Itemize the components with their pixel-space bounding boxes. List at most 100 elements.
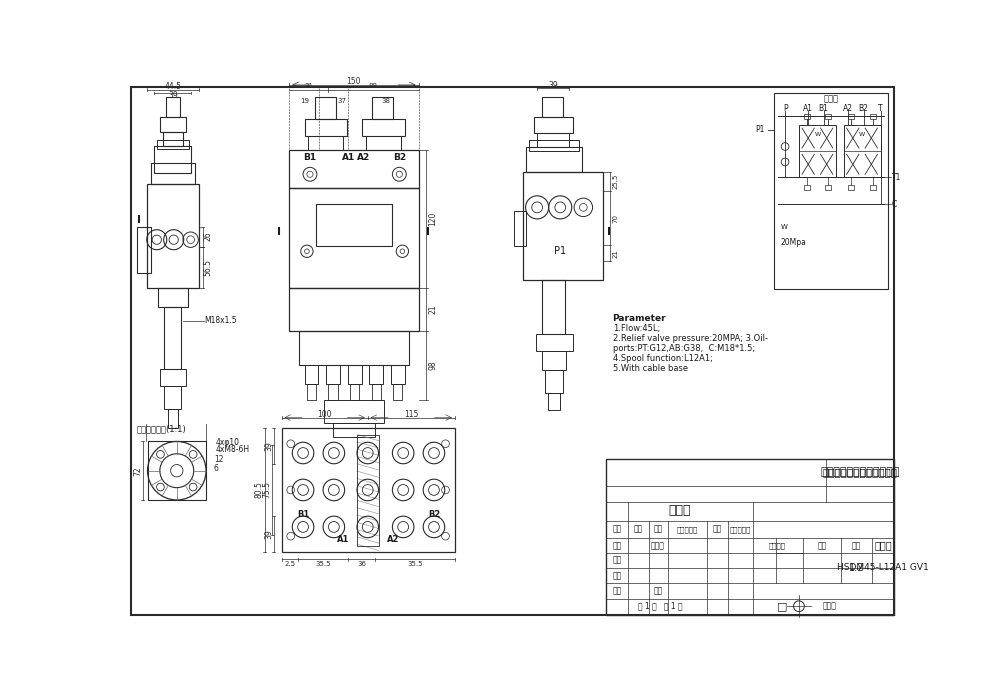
Bar bbox=[372, 97, 393, 119]
Bar bbox=[348, 365, 362, 384]
Text: 4xφ10: 4xφ10 bbox=[215, 438, 239, 447]
Text: 44.5: 44.5 bbox=[164, 82, 181, 91]
Text: I: I bbox=[137, 215, 141, 225]
Bar bbox=[369, 365, 383, 384]
Text: 重量: 重量 bbox=[817, 541, 827, 550]
Text: 26: 26 bbox=[204, 232, 213, 241]
Bar bbox=[326, 365, 340, 384]
Text: W: W bbox=[859, 132, 865, 137]
Bar bbox=[164, 307, 181, 369]
Bar bbox=[357, 434, 379, 546]
Bar bbox=[523, 172, 603, 280]
Text: 原理图: 原理图 bbox=[824, 95, 839, 104]
Bar bbox=[160, 117, 186, 132]
Text: 39: 39 bbox=[264, 529, 273, 539]
Text: 直装阀: 直装阀 bbox=[874, 541, 892, 550]
Text: 审核: 审核 bbox=[613, 571, 622, 580]
Text: A1: A1 bbox=[342, 153, 355, 162]
Bar bbox=[545, 370, 563, 393]
Text: 工艺: 工艺 bbox=[613, 587, 622, 596]
Text: W: W bbox=[780, 224, 787, 230]
Text: W: W bbox=[814, 132, 820, 137]
Text: P1: P1 bbox=[554, 246, 566, 256]
Text: T: T bbox=[878, 104, 883, 113]
Text: A1: A1 bbox=[803, 104, 813, 113]
Text: 外形图: 外形图 bbox=[668, 505, 691, 517]
Bar bbox=[393, 384, 402, 400]
Text: 20Mpa: 20Mpa bbox=[780, 238, 806, 247]
Bar bbox=[289, 188, 419, 288]
Text: 年、月、日: 年、月、日 bbox=[730, 526, 751, 532]
Bar bbox=[870, 114, 876, 119]
Bar bbox=[526, 147, 582, 172]
Text: A1: A1 bbox=[337, 534, 349, 543]
Bar bbox=[848, 185, 854, 190]
Text: 5.With cable base: 5.With cable base bbox=[613, 363, 688, 373]
Text: 100: 100 bbox=[317, 410, 332, 419]
Text: B2: B2 bbox=[428, 510, 440, 519]
Text: 分区: 分区 bbox=[653, 525, 663, 534]
Bar bbox=[548, 393, 560, 410]
Bar bbox=[391, 365, 405, 384]
Bar bbox=[536, 334, 573, 350]
Bar bbox=[158, 288, 188, 307]
Text: □: □ bbox=[777, 601, 787, 611]
Text: 88: 88 bbox=[369, 83, 378, 89]
Bar bbox=[514, 211, 526, 246]
Bar bbox=[542, 280, 565, 334]
Bar bbox=[154, 146, 191, 173]
Bar bbox=[168, 409, 178, 428]
Bar bbox=[774, 92, 888, 289]
Bar bbox=[308, 136, 343, 149]
Bar bbox=[362, 119, 405, 136]
Text: 25.5: 25.5 bbox=[613, 174, 619, 189]
Text: 80.5: 80.5 bbox=[255, 482, 264, 498]
Text: 35.5: 35.5 bbox=[407, 561, 423, 567]
Text: 标准化: 标准化 bbox=[651, 541, 665, 550]
Bar bbox=[799, 125, 836, 177]
Bar bbox=[870, 185, 876, 190]
Text: 6: 6 bbox=[214, 464, 219, 473]
Text: 35.5: 35.5 bbox=[316, 561, 331, 567]
Bar bbox=[844, 125, 881, 177]
Bar bbox=[324, 400, 384, 423]
Text: I: I bbox=[607, 227, 611, 237]
Bar bbox=[166, 97, 180, 117]
Bar bbox=[366, 136, 401, 149]
Text: A2: A2 bbox=[843, 104, 853, 113]
Text: 标记: 标记 bbox=[613, 525, 622, 534]
Text: 4.Spool function:L12A1;: 4.Spool function:L12A1; bbox=[613, 354, 712, 363]
Bar bbox=[305, 365, 318, 384]
Text: 2.Relief valve pressure:20MPA; 3.Oil-: 2.Relief valve pressure:20MPA; 3.Oil- bbox=[613, 334, 768, 343]
Bar bbox=[163, 132, 183, 146]
Text: HSDM45-L12A1 GV1: HSDM45-L12A1 GV1 bbox=[837, 563, 929, 572]
Bar bbox=[372, 384, 381, 400]
Text: B1: B1 bbox=[819, 104, 829, 113]
Text: 山东奥敏液压科技有限公司: 山东奥敏液压科技有限公司 bbox=[822, 467, 897, 477]
Text: 38: 38 bbox=[381, 98, 390, 104]
Text: 阀孔尺尸计图(1:1): 阀孔尺尸计图(1:1) bbox=[137, 424, 186, 433]
Text: B2: B2 bbox=[393, 153, 406, 162]
Text: 37: 37 bbox=[337, 98, 346, 104]
Text: 115: 115 bbox=[404, 410, 418, 419]
Text: 处数: 处数 bbox=[633, 525, 643, 534]
Bar bbox=[299, 331, 409, 365]
Bar bbox=[307, 384, 316, 400]
Text: B1: B1 bbox=[297, 510, 309, 519]
Text: 39: 39 bbox=[168, 91, 178, 100]
Text: 19: 19 bbox=[300, 98, 309, 104]
Bar bbox=[542, 350, 566, 370]
Text: 更度文件号: 更度文件号 bbox=[677, 526, 698, 532]
Text: 设计: 设计 bbox=[613, 541, 622, 550]
Bar bbox=[350, 384, 359, 400]
Bar bbox=[160, 369, 186, 386]
Text: T1: T1 bbox=[892, 173, 901, 182]
Text: P1: P1 bbox=[756, 125, 765, 134]
Text: 4xM8-6H: 4xM8-6H bbox=[215, 445, 249, 455]
Bar bbox=[333, 423, 375, 437]
Text: 阶段标记: 阶段标记 bbox=[769, 542, 786, 549]
Text: 12: 12 bbox=[214, 455, 223, 464]
Bar bbox=[305, 119, 347, 136]
Text: 56.5: 56.5 bbox=[204, 259, 213, 276]
Bar bbox=[825, 114, 831, 119]
